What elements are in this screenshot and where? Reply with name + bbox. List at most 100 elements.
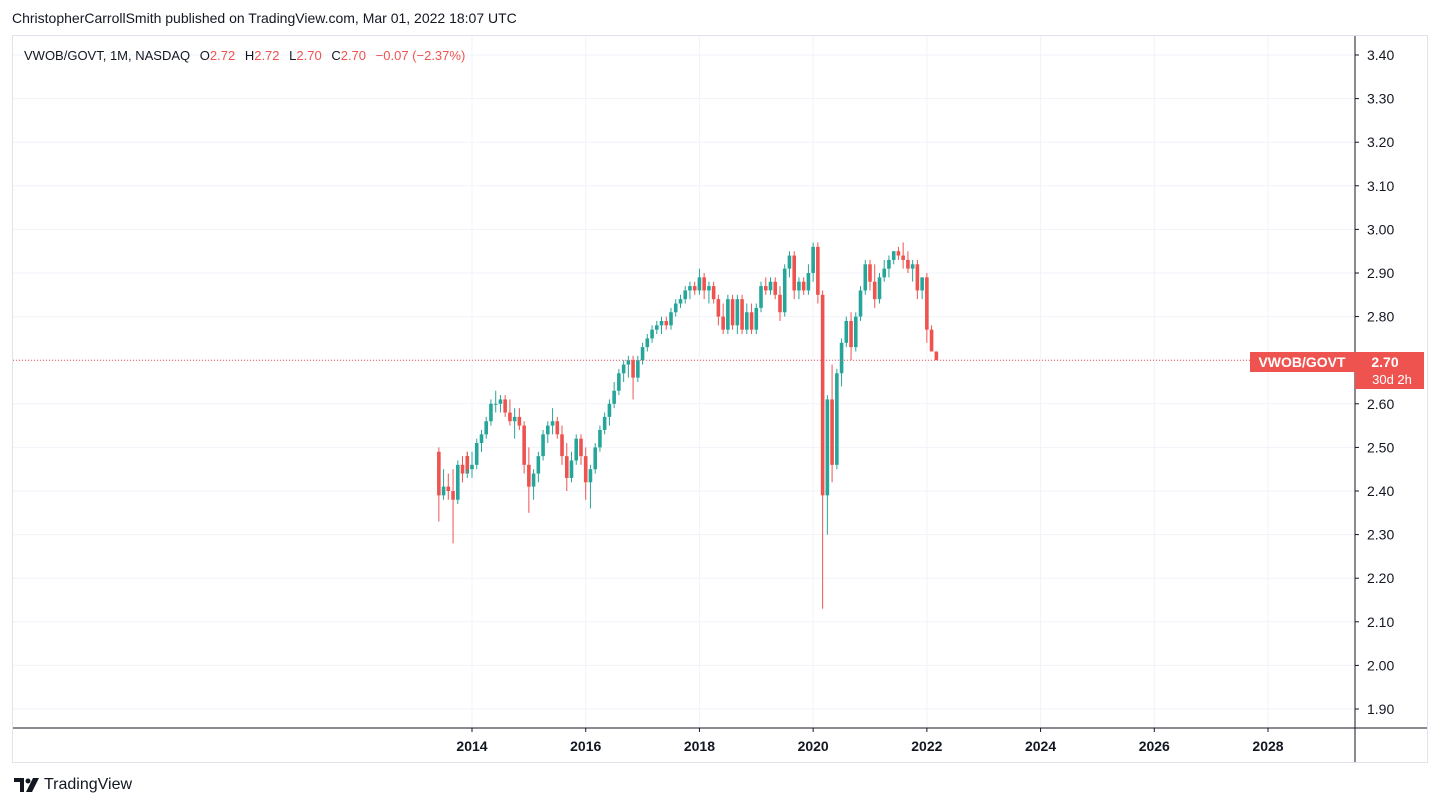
- candle-up: [744, 303, 749, 335]
- candle-up: [531, 469, 536, 500]
- candle-body: [929, 329, 934, 352]
- candle-up: [806, 264, 811, 295]
- candle-body: [877, 277, 882, 300]
- candle-up: [441, 469, 446, 500]
- candle-down: [929, 325, 934, 352]
- candle-body: [455, 464, 460, 500]
- candle-up: [484, 416, 489, 439]
- candle-up: [602, 412, 607, 435]
- candle-down: [702, 273, 706, 300]
- candle-body: [749, 312, 754, 330]
- candle-down: [925, 273, 929, 343]
- candle-body: [545, 425, 550, 435]
- candle-body: [593, 447, 598, 470]
- candle-body: [541, 434, 545, 457]
- candle-body: [517, 416, 522, 426]
- candle-down: [830, 364, 834, 483]
- candle-up: [707, 281, 711, 304]
- candle-up: [735, 294, 740, 335]
- candle-body: [901, 255, 905, 260]
- candle-down: [801, 277, 806, 295]
- candle-body: [882, 268, 887, 278]
- candle-up: [726, 294, 730, 335]
- candle-body: [527, 464, 531, 487]
- candle-body: [550, 421, 555, 426]
- candle-body: [891, 251, 896, 260]
- candle-down: [692, 281, 697, 295]
- candle-up: [683, 286, 688, 304]
- candle-down: [465, 451, 470, 474]
- symbol-label: VWOB/GOVT: [1258, 354, 1346, 370]
- legend-open-value: 2.72: [209, 48, 236, 63]
- candle-up: [877, 273, 882, 304]
- time-tick-label: 2026: [1139, 738, 1170, 754]
- candle-body: [797, 281, 801, 291]
- candle-down: [849, 312, 853, 361]
- price-tick-label: 3.00: [1367, 221, 1394, 237]
- candle-body: [801, 281, 806, 291]
- candle-body: [664, 320, 669, 326]
- candle-up: [688, 281, 692, 300]
- candle-body: [858, 290, 863, 317]
- candle-body: [759, 286, 763, 308]
- candle-up: [787, 251, 792, 278]
- time-tick-label: 2014: [456, 738, 487, 754]
- time-axis[interactable]: 2014 2016 2018 2020 2022 2024 2026 2028: [456, 728, 1284, 754]
- candle-up: [617, 368, 621, 396]
- candle-up: [612, 382, 616, 409]
- candle-up: [569, 451, 574, 483]
- candle-up: [844, 316, 849, 348]
- candle-down: [792, 251, 797, 300]
- price-axis[interactable]: 3.403.303.203.103.002.902.802.702.602.50…: [1355, 47, 1394, 717]
- candle-up: [650, 325, 654, 343]
- candle-down: [716, 294, 721, 326]
- price-tick-label: 2.50: [1367, 439, 1394, 455]
- candle-body: [503, 399, 507, 413]
- candle-body: [853, 316, 858, 348]
- candle-down: [460, 456, 465, 483]
- candle-body: [816, 246, 820, 295]
- price-tick-label: 2.30: [1367, 527, 1394, 543]
- candle-down: [437, 447, 441, 522]
- price-tick-label: 2.40: [1367, 483, 1394, 499]
- candle-up: [920, 277, 924, 300]
- candle-up: [598, 425, 602, 452]
- tradingview-logo-icon: [14, 778, 39, 792]
- candle-body: [460, 464, 465, 474]
- tradingview-brand[interactable]: TradingView: [14, 776, 132, 794]
- candle-up: [697, 268, 702, 295]
- candle-down: [560, 425, 564, 465]
- time-tick-label: 2020: [798, 738, 829, 754]
- candle-up: [536, 451, 541, 483]
- legend-low-value: 2.70: [296, 48, 322, 63]
- legend-close-label: C: [331, 48, 341, 63]
- time-tick-label: 2016: [570, 738, 601, 754]
- candle-up: [910, 259, 915, 282]
- candle-down: [934, 351, 939, 361]
- candle-body: [688, 286, 692, 291]
- candle-down: [816, 242, 820, 304]
- candle-body: [773, 281, 778, 295]
- candle-body: [906, 259, 910, 269]
- candle-body: [754, 307, 759, 330]
- candle-up: [669, 307, 673, 330]
- price-label-value: 2.70: [1371, 354, 1398, 370]
- candle-body: [612, 390, 616, 404]
- symbol-legend[interactable]: VWOB/GOVT, 1M, NASDAQ O2.72 H2.72 L2.70 …: [24, 48, 465, 63]
- candle-body: [673, 303, 678, 313]
- legend-open-label: O: [199, 48, 210, 63]
- candle-up: [835, 368, 839, 470]
- candle-body: [740, 299, 744, 330]
- candle-up: [811, 242, 815, 282]
- candle-body: [744, 312, 749, 330]
- candle-up: [759, 281, 763, 313]
- candle-up: [782, 264, 787, 317]
- candle-body: [474, 443, 479, 465]
- candle-up: [474, 438, 479, 470]
- candle-body: [820, 294, 825, 496]
- time-tick-label: 2018: [684, 738, 715, 754]
- candle-body: [489, 403, 493, 422]
- time-tick-label: 2022: [911, 738, 942, 754]
- candle-body: [650, 329, 654, 339]
